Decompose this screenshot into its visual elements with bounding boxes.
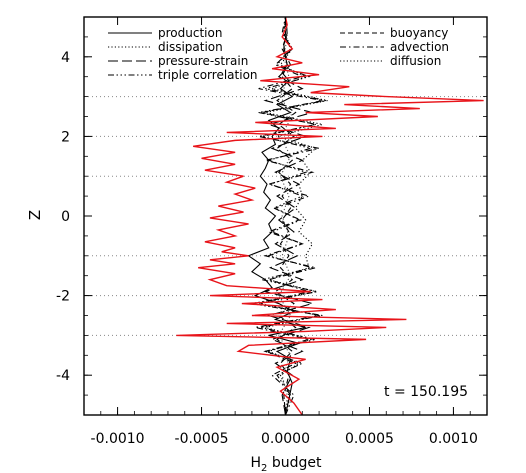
legend-label: advection [390, 40, 449, 54]
y-tick-label: -2 [56, 289, 70, 305]
y-tick-label: -4 [56, 368, 70, 384]
x-axis: -0.0010 -0.0005 0.0000 0.0005 0.0010 [83, 17, 488, 447]
x-axis-label: H2 budget [251, 455, 323, 473]
y-tick-label: 2 [61, 129, 70, 145]
x-tick-label: -0.0010 [91, 431, 145, 447]
x-tick-label: 0.0000 [261, 431, 310, 447]
series-line-buoyancy [274, 17, 297, 415]
y-axis-label: Z [26, 210, 44, 220]
series-group [176, 17, 484, 415]
series-line-diffusion [278, 17, 293, 415]
y-tick-label: 4 [61, 50, 70, 66]
x-axis-label-rest: budget [267, 455, 322, 471]
legend: productiondissipationpressure-straintrip… [108, 26, 449, 82]
x-tick-label: -0.0005 [175, 431, 229, 447]
series-line-red [176, 17, 484, 415]
x-tick-label: 0.0005 [345, 431, 394, 447]
time-annotation: t = 150.195 [384, 384, 468, 400]
x-axis-label-main: H [251, 455, 262, 471]
y-tick-label: 0 [61, 209, 70, 225]
legend-label: triple correlation [158, 68, 258, 82]
y-axis: -4 -2 0 2 4 [56, 16, 487, 416]
legend-label: diffusion [390, 54, 441, 68]
series-line-dissipation [260, 17, 328, 415]
legend-label: production [158, 26, 222, 40]
legend-label: pressure-strain [158, 54, 248, 68]
series-line-triple-correlation [251, 17, 326, 415]
legend-label: buoyancy [390, 26, 448, 40]
x-tick-label: 0.0010 [429, 431, 478, 447]
x-axis-label-sub: 2 [261, 463, 267, 473]
legend-label: dissipation [158, 40, 223, 54]
